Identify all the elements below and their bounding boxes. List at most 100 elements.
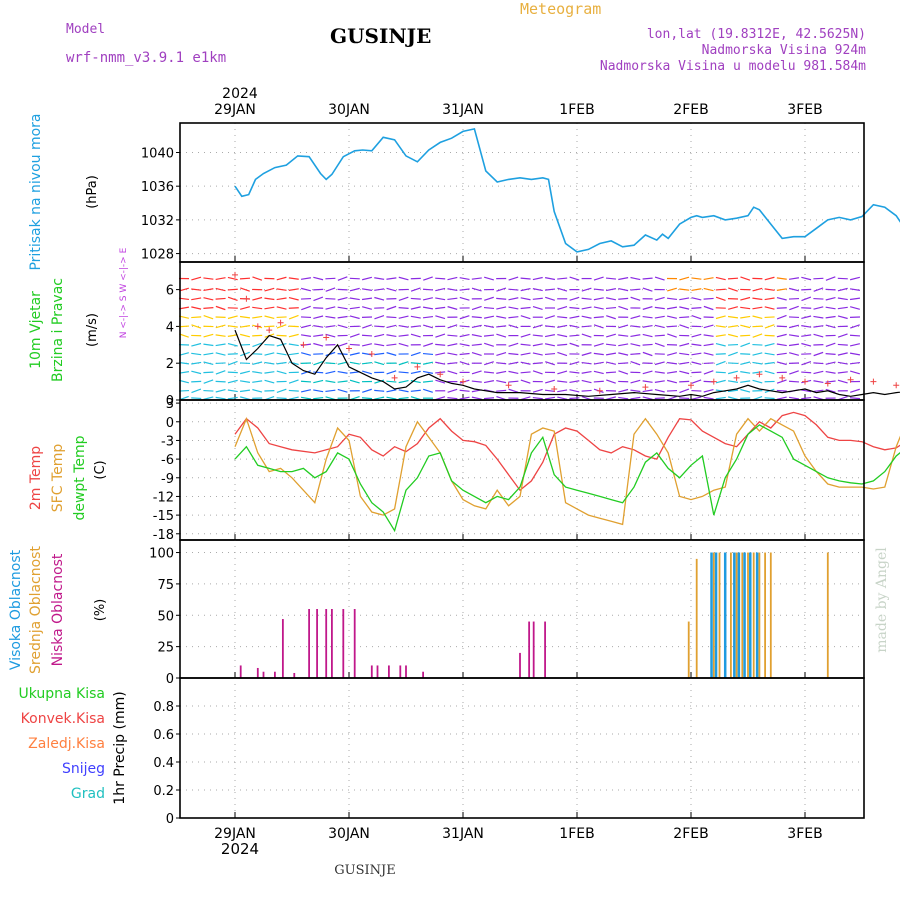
wind-arrow (520, 297, 531, 301)
wind-arrow (459, 288, 470, 291)
wind-arrow (435, 287, 446, 292)
wind-arrow (447, 334, 458, 337)
wind-arrow (520, 396, 531, 401)
wind-arrow (727, 277, 739, 280)
wind-arrow (654, 306, 665, 310)
wind-arrow (483, 306, 495, 310)
wind-arrow (801, 396, 812, 400)
wind-arrow (703, 305, 714, 311)
wind-arrow (740, 315, 751, 319)
wind-arrow (569, 334, 580, 337)
wind-arrow (764, 297, 775, 301)
temp-ylabel-sfc: SFC Temp (50, 444, 66, 513)
wind-arrow (240, 287, 250, 292)
wind-arrow (606, 333, 616, 338)
wind-arrow (764, 316, 775, 319)
wind-arrow (825, 288, 836, 291)
wind-arrow (374, 379, 385, 384)
precip-legend-item: Snijeg (62, 761, 105, 777)
wind-arrow (227, 389, 238, 393)
wind-arrow (850, 324, 860, 329)
wind-arrow (264, 361, 275, 365)
wind-arrow (691, 371, 702, 374)
wind-arrow (654, 342, 665, 347)
wind-arrow (484, 342, 494, 347)
wind-arrow (459, 343, 470, 347)
wind-arrow (447, 276, 458, 281)
wind-arrow (325, 351, 336, 357)
precip-legend: Ukupna Kisa Konvek.Kisa Zaledj.Kisa Snijeg G… (18, 686, 105, 802)
wind-arrow (593, 288, 604, 291)
wind-arrow (276, 276, 287, 281)
wind-arrow (691, 297, 702, 301)
wind-arrow (435, 315, 446, 320)
wind-arrow (740, 380, 751, 383)
wind-arrow (740, 276, 751, 281)
wind-arrow (703, 389, 714, 393)
wind-arrow (789, 305, 799, 311)
temp-2m-line (234, 411, 900, 492)
wind-arrow (191, 324, 202, 329)
gust-mark (254, 323, 261, 330)
wind-arrow (288, 325, 299, 328)
gust-mark (505, 382, 512, 389)
wind-arrow (654, 389, 665, 393)
wind-arrow (715, 315, 726, 320)
wind-arrow (642, 287, 653, 292)
wind-arrow (679, 276, 690, 281)
wind-arrow (276, 388, 287, 393)
wind-arrow (361, 397, 373, 400)
gust-mark (368, 351, 375, 357)
wind-arrow (398, 276, 409, 281)
wind-arrow (227, 276, 238, 281)
wind-arrow (752, 297, 763, 301)
wind-arrow (557, 324, 568, 328)
wind-arrow (508, 316, 519, 319)
wind-arrow (422, 288, 434, 291)
wind-arrow (398, 342, 409, 347)
wind-arrow (703, 277, 714, 281)
wind-arrow (252, 276, 263, 281)
y-tick-label: 0 (166, 812, 174, 827)
wind-arrow (789, 324, 799, 329)
wind-arrow (715, 353, 726, 355)
wind-arrow (581, 379, 592, 384)
wind-arrow (679, 324, 690, 329)
wind-arrow (459, 296, 470, 301)
wind-arrow (593, 316, 604, 319)
bottom-day-label: 29JAN (214, 826, 256, 842)
wind-arrow (264, 325, 275, 328)
wind-arrow (703, 334, 714, 337)
wind-arrow (191, 352, 202, 356)
wind-arrow (410, 333, 421, 338)
wind-arrow (398, 296, 409, 301)
wind-arrow (630, 276, 641, 281)
bottom-day-label: 2FEB (673, 826, 708, 842)
wind-arrow (728, 333, 738, 338)
wind-arrow (410, 325, 421, 328)
wind-arrow (752, 379, 763, 384)
wind-arrow (606, 315, 616, 320)
wind-arrow (349, 396, 360, 401)
wind-arrow (691, 277, 702, 280)
gust-mark (596, 387, 603, 394)
wind-arrow (361, 334, 373, 337)
wind-arrow (801, 361, 812, 366)
wind-arrow (264, 315, 275, 319)
elevation-label: Nadmorska Visina 924m (702, 43, 867, 58)
y-tick-label: 1032 (141, 214, 174, 229)
wind-arrow (715, 334, 726, 337)
wind-arrow (801, 342, 812, 347)
wind-arrow (325, 333, 336, 338)
wind-arrow (520, 361, 531, 365)
y-tick-label: -12 (153, 490, 174, 505)
wind-arrow (203, 315, 214, 320)
wind-arrow (203, 277, 214, 280)
panel-frame (179, 677, 865, 819)
wind-arrow (325, 277, 336, 280)
wind-arrow (398, 315, 409, 319)
wind-arrow (349, 306, 360, 310)
wind-arrow (423, 388, 433, 393)
wind-arrow (557, 370, 568, 375)
wind-arrow (569, 397, 580, 400)
